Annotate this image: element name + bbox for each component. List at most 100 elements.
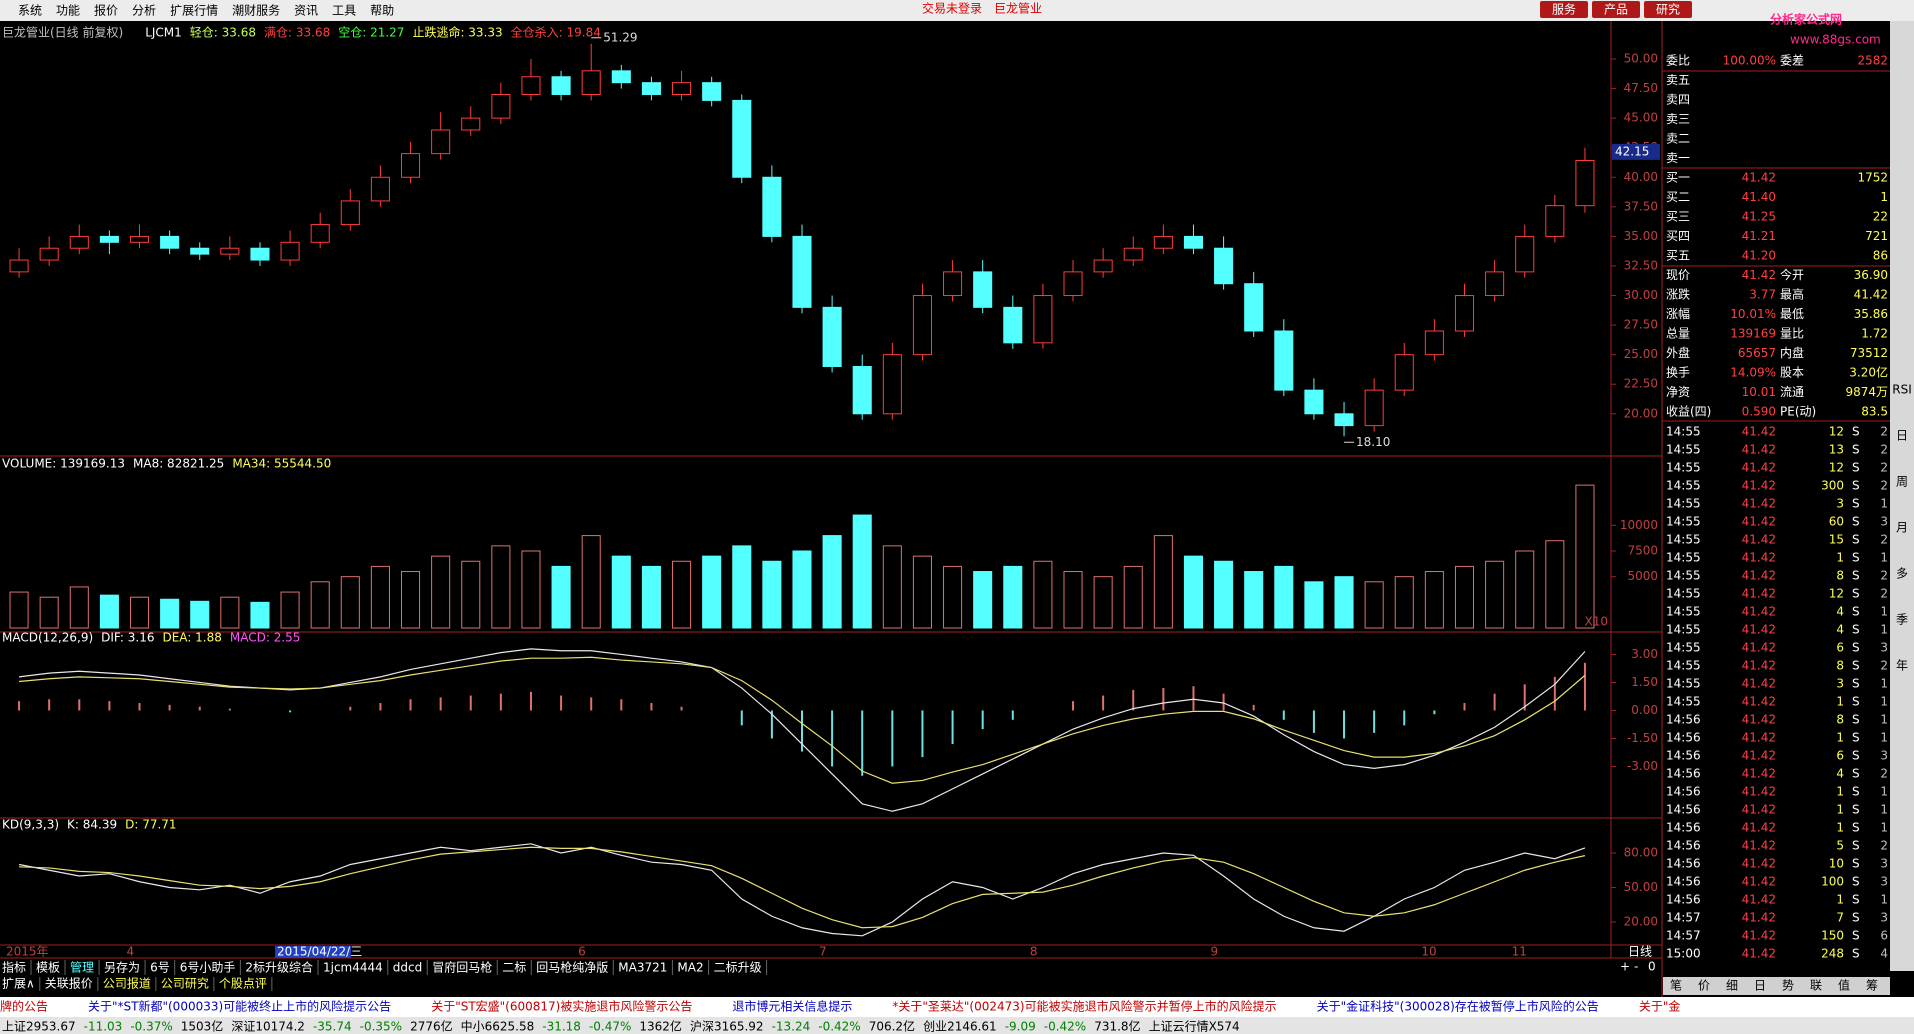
indicator-tab[interactable]: MA3721 [618,961,667,975]
menu-item[interactable]: 资讯 [294,4,318,18]
side-tab[interactable]: 联 [1810,979,1822,993]
info-tab[interactable]: 关联报价 [45,976,93,991]
news-item[interactable]: 退市博元相关信息提示 [732,999,852,1014]
side-tab[interactable]: 势 [1782,979,1794,993]
volume-bar [1093,576,1113,629]
indicator-tab[interactable]: 冒府回马枪 [432,960,492,975]
side-tab[interactable]: 日 [1754,979,1766,993]
trade-side: S [1852,605,1860,619]
indicator-tab[interactable]: 二标升级 [714,961,762,975]
menu-item[interactable]: 扩展行情 [170,4,218,18]
trade-time: 14:56 [1666,749,1701,763]
trade-volume: 15 [1829,533,1844,547]
candle-body [1123,247,1143,261]
zoom-button[interactable]: 0 [1648,960,1656,974]
info-tab[interactable]: 公司研究 [161,976,209,991]
trade-side: S [1852,677,1860,691]
trade-side: S [1852,839,1860,853]
button-label[interactable]: 研究 [1656,2,1680,17]
news-item[interactable]: 关于"ST宏盛"(600817)被实施退市风险警示公告 [431,999,692,1014]
x-tick-label: 2015/04/22/三 [277,945,362,959]
tool-button[interactable]: 季 [1896,613,1908,627]
indicator-tab[interactable]: 模板 [36,961,60,975]
trade-count: 6 [1880,929,1888,943]
side-tab[interactable]: 筹 [1866,979,1878,993]
annotation: 18.10 [1356,435,1390,449]
menu-button[interactable] [1592,1,1640,18]
trade-time: 14:55 [1666,641,1701,655]
candle-body [9,259,29,273]
indicator-tab[interactable]: 回马枪纯净版 [536,960,608,975]
trade-count: 2 [1880,461,1888,475]
zoom-button[interactable]: + [1620,960,1630,974]
indicator-header: 空仓: 21.27 [338,26,404,40]
trade-volume: 4 [1836,605,1844,619]
status-item: -0.42% [1044,1020,1086,1034]
news-item[interactable]: 关于"金 [1639,999,1681,1014]
volume-bar [1244,571,1264,629]
tool-button[interactable]: RSI [1892,383,1912,397]
candle-body [1424,330,1444,356]
indicator-tab[interactable]: 6号 [150,961,170,975]
trade-time: 14:55 [1666,425,1701,439]
indicator-tab[interactable]: 二标 [502,961,526,975]
indicator-header: MACD(12,26,9) [2,631,93,645]
candle-body [1033,295,1053,344]
side-tab[interactable]: 价 [1698,979,1710,993]
menu-button[interactable] [1644,1,1692,18]
news-item[interactable]: 牌的公告 [0,999,48,1014]
side-tab[interactable]: 细 [1726,979,1738,993]
menu-item[interactable]: 功能 [56,4,80,18]
indicator-header: 止跌逃命: 33.33 [412,25,502,40]
trade-volume: 1 [1836,785,1844,799]
candle-body [1093,259,1113,273]
indicator-tab[interactable]: 6号小助手 [180,961,236,975]
quote-value: 1.72 [1861,327,1888,341]
info-tab[interactable]: 个股点评 [219,977,267,991]
indicator-tab[interactable]: 另存为 [104,961,140,975]
tool-button[interactable]: 周 [1896,475,1908,489]
menu-button[interactable] [1540,1,1588,18]
info-tab[interactable]: 公司报道 [103,976,151,991]
indicator-tab[interactable]: 指标 [2,960,26,975]
tool-button[interactable]: 日 [1896,429,1908,443]
indicator-tab[interactable]: 管理 [70,960,94,975]
indicator-tab[interactable]: 1jcm4444 [323,961,383,975]
indicator-tab[interactable]: ddcd [393,961,422,975]
button-label[interactable]: 服务 [1552,2,1576,17]
status-item: 706.2亿 [869,1019,915,1034]
indicator-tab[interactable]: MA2 [677,961,703,975]
tool-button[interactable]: 多 [1896,567,1908,581]
menu-item[interactable]: 报价 [94,3,118,18]
zoom-button[interactable]: - [1634,960,1638,974]
news-item[interactable]: 关于"*ST新都"(000033)可能被终止上市的风险提示公告 [88,999,391,1014]
quote-value: 41.42 [1742,268,1776,282]
candle-body [1214,247,1234,285]
candle-body [1003,306,1023,344]
trade-time: 14:55 [1666,443,1701,457]
trade-price: 41.42 [1742,605,1776,619]
button-label[interactable]: 产品 [1604,3,1628,17]
menu-item[interactable]: 工具 [332,4,356,18]
indicator-tab[interactable]: 2标升级综合 [245,960,313,975]
trade-side: S [1852,803,1860,817]
news-item[interactable]: 关于"金证科技"(300028)存在被暂停上市风险的公告 [1317,999,1599,1014]
news-item[interactable]: *关于"圣莱达"(002473)可能被实施退市风险警示并暂停上市的风险提示 [892,999,1276,1014]
menu-item[interactable]: 帮助 [370,4,394,18]
side-tab[interactable]: 值 [1838,978,1850,993]
status-bar [0,1017,1914,1034]
trade-volume: 8 [1836,713,1844,727]
indicator-header: MACD: 2.55 [230,631,301,645]
quote-value: 35.86 [1854,307,1888,321]
trade-time: 14:55 [1666,533,1701,547]
menu-item[interactable]: 潮财服务 [232,3,280,18]
candle-body [1485,271,1505,297]
menu-item[interactable]: 分析 [132,4,156,18]
trade-time: 14:56 [1666,821,1701,835]
indicator-header: MA8: 82821.25 [133,457,224,471]
tool-button[interactable]: 年 [1896,659,1908,673]
side-tab[interactable]: 笔 [1670,978,1682,993]
tool-button[interactable]: 月 [1896,521,1908,535]
info-tab[interactable]: 扩展∧ [2,977,35,991]
menu-item[interactable]: 系统 [18,4,42,18]
